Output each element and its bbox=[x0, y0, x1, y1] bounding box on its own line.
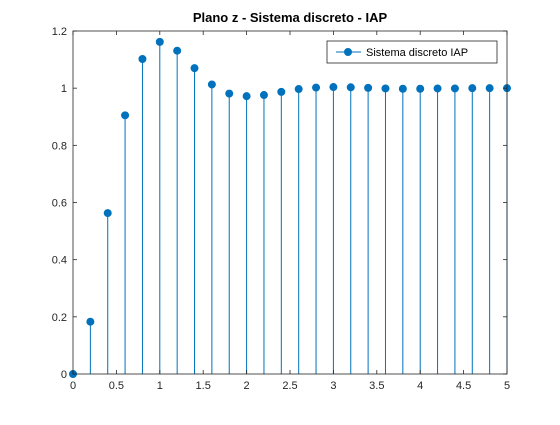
x-tick-label: 1.5 bbox=[196, 380, 211, 392]
y-tick-label: 0.8 bbox=[52, 140, 67, 152]
stem-marker bbox=[312, 83, 321, 92]
y-tick-label: 0.4 bbox=[52, 255, 67, 267]
x-tick-label: 0.5 bbox=[109, 380, 124, 392]
x-tick-label: 2 bbox=[244, 380, 250, 392]
stem-marker bbox=[398, 84, 407, 93]
x-tick-label: 4 bbox=[417, 380, 423, 392]
plot-area-background bbox=[73, 31, 507, 374]
y-axis: 0 0.2 0.4 0.6 0.8 1 1.2 bbox=[52, 26, 507, 381]
legend: Sistema discreto IAP bbox=[326, 40, 498, 64]
legend-marker bbox=[344, 48, 352, 56]
stem-marker bbox=[138, 55, 147, 64]
stem-marker bbox=[329, 83, 338, 92]
stem-marker bbox=[346, 83, 355, 92]
x-tick-label: 1 bbox=[157, 380, 163, 392]
x-tick-label: 3.5 bbox=[369, 380, 384, 392]
y-tick-label: 1.2 bbox=[52, 26, 67, 38]
x-tick-label: 4.5 bbox=[456, 380, 471, 392]
stem-marker bbox=[242, 92, 251, 101]
stem-marker bbox=[468, 84, 477, 93]
x-tick-label: 3 bbox=[330, 380, 336, 392]
y-tick-label: 0 bbox=[61, 369, 67, 381]
stem-marker bbox=[225, 89, 234, 98]
stem-marker bbox=[190, 64, 199, 73]
x-tick-label: 2.5 bbox=[282, 380, 297, 392]
stem-marker bbox=[173, 46, 182, 55]
x-tick-label: 5 bbox=[504, 380, 510, 392]
stem-marker bbox=[433, 84, 442, 93]
stem-marker bbox=[485, 84, 494, 93]
stem-marker bbox=[381, 84, 390, 93]
stem-marker bbox=[207, 80, 216, 89]
y-tick-label: 1 bbox=[61, 83, 67, 95]
stem-marker bbox=[155, 37, 164, 46]
stem-marker bbox=[416, 84, 425, 93]
stem-marker bbox=[294, 85, 303, 94]
stem-marker bbox=[277, 87, 286, 96]
stem-marker bbox=[86, 317, 95, 326]
stem-markers bbox=[69, 37, 511, 378]
y-tick-label: 0.6 bbox=[52, 198, 67, 210]
x-tick-label: 0 bbox=[70, 380, 76, 392]
x-axis: 0 0.5 1 1.5 2 2.5 3 3.5 4 4.5 5 bbox=[70, 31, 510, 392]
stem-marker bbox=[259, 91, 268, 100]
stem-marker bbox=[103, 209, 112, 218]
stem-marker bbox=[364, 83, 373, 92]
chart-title: Plano z - Sistema discreto - IAP bbox=[193, 10, 388, 25]
stem-marker bbox=[450, 84, 459, 93]
y-tick-label: 0.2 bbox=[52, 312, 67, 324]
legend-label: Sistema discreto IAP bbox=[366, 47, 468, 59]
legend-box bbox=[326, 40, 498, 64]
stem-marker bbox=[121, 111, 130, 120]
